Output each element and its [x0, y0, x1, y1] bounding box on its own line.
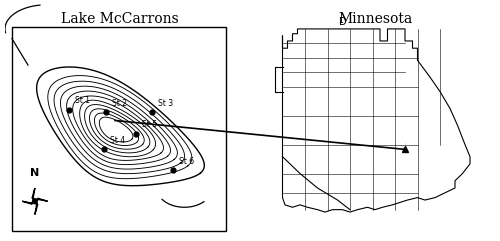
Text: St 5: St 5 [142, 120, 157, 129]
Text: St 6: St 6 [178, 157, 194, 166]
Text: D: D [338, 17, 346, 27]
Text: St 1: St 1 [75, 96, 90, 105]
Polygon shape [22, 188, 48, 214]
FancyBboxPatch shape [12, 27, 226, 231]
Text: St 2: St 2 [112, 99, 127, 108]
Text: St 3: St 3 [158, 99, 173, 108]
Text: St 4: St 4 [110, 136, 125, 145]
Text: Lake McCarrons: Lake McCarrons [61, 12, 179, 26]
Text: Minnesota: Minnesota [338, 12, 412, 26]
Text: N: N [30, 168, 40, 178]
